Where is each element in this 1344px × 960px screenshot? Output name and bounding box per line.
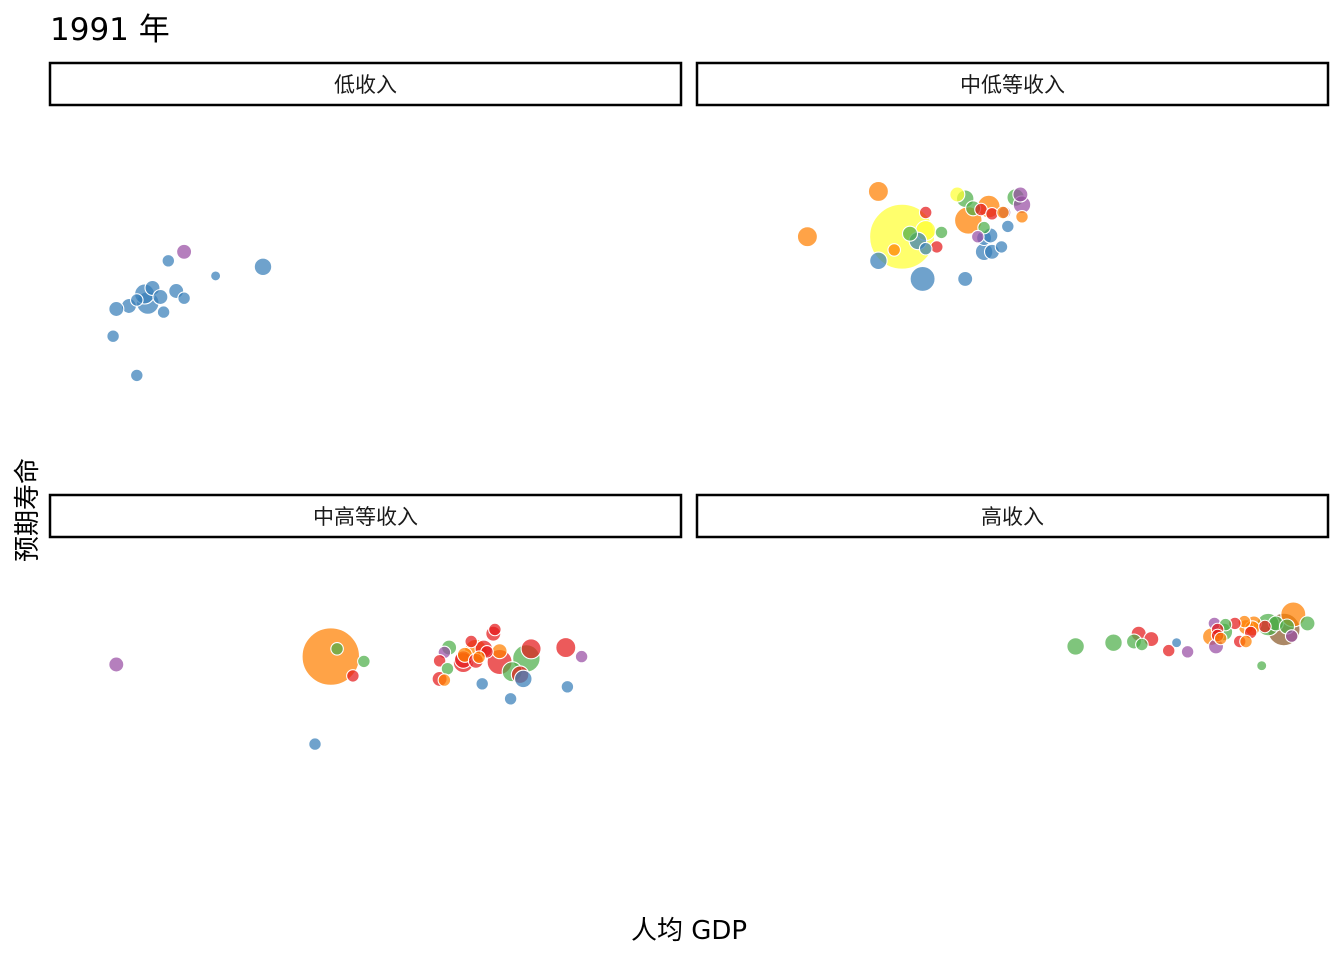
- strip-label-low-income: 低收入: [334, 73, 397, 97]
- data-point: [520, 638, 542, 660]
- data-point: [1104, 633, 1123, 653]
- data-point: [503, 691, 518, 706]
- data-point: [796, 226, 818, 248]
- data-point: [1258, 619, 1272, 634]
- data-point: [108, 300, 125, 318]
- points-high-income: [1066, 601, 1316, 672]
- data-point: [1000, 219, 1015, 234]
- data-point: [555, 637, 577, 659]
- data-point: [869, 203, 936, 270]
- data-point: [1161, 643, 1176, 658]
- data-point: [472, 650, 486, 665]
- data-point: [130, 293, 144, 307]
- data-point: [475, 676, 490, 691]
- data-point: [887, 243, 902, 257]
- x-axis-label: 人均 GDP: [631, 916, 747, 946]
- strip-label-high-income: 高收入: [981, 505, 1044, 529]
- data-point: [130, 368, 144, 383]
- data-point: [1256, 660, 1268, 672]
- data-point: [253, 257, 273, 277]
- points-lower-middle-income: [796, 180, 1032, 292]
- data-point: [346, 669, 360, 683]
- data-point: [161, 253, 176, 268]
- data-point: [970, 229, 985, 244]
- data-point: [1012, 186, 1029, 203]
- data-point: [1213, 631, 1228, 646]
- data-point: [330, 641, 344, 656]
- data-point: [108, 656, 125, 673]
- chart-title: 1991 年: [50, 12, 170, 48]
- data-point: [994, 240, 1009, 254]
- data-point: [437, 673, 452, 687]
- data-point: [156, 305, 171, 319]
- data-point: [440, 661, 455, 676]
- panel-upper-middle-income: 中高等收入: [48, 493, 683, 751]
- data-point: [929, 240, 944, 254]
- data-point: [152, 288, 169, 306]
- data-point: [957, 270, 974, 287]
- y-axis-label: 预期寿命: [13, 458, 43, 562]
- strip-low-income: [48, 61, 683, 107]
- data-point: [996, 205, 1010, 220]
- panel-lower-middle-income: 中低等收入: [695, 61, 1330, 292]
- data-point: [918, 241, 933, 256]
- data-point: [909, 265, 936, 292]
- data-point: [901, 225, 919, 242]
- data-point: [464, 634, 479, 649]
- data-point: [106, 329, 120, 344]
- data-point: [918, 205, 933, 220]
- data-point: [210, 270, 222, 282]
- data-point: [869, 251, 888, 271]
- strip-label-lower-middle-income: 中低等收入: [960, 73, 1065, 97]
- data-point: [1066, 637, 1085, 656]
- panel-high-income: 高收入: [695, 493, 1330, 672]
- data-point: [308, 737, 322, 751]
- points-low-income: [106, 243, 273, 383]
- data-point: [574, 649, 589, 664]
- data-point: [934, 225, 949, 240]
- data-point: [867, 180, 889, 202]
- data-point: [1284, 629, 1299, 643]
- data-point: [176, 243, 193, 260]
- points-upper-middle-income: [108, 622, 589, 751]
- data-point: [949, 186, 966, 203]
- strip-lower-middle-income: [695, 61, 1330, 107]
- data-point: [488, 622, 502, 637]
- strip-label-upper-middle-income: 中高等收入: [313, 505, 418, 529]
- strip-upper-middle-income: [48, 493, 683, 539]
- data-point: [1015, 210, 1029, 224]
- data-point: [1239, 634, 1253, 649]
- panel-low-income: 低收入: [48, 61, 683, 383]
- data-point: [177, 291, 191, 306]
- data-point: [1299, 615, 1316, 632]
- data-point: [1171, 637, 1183, 649]
- data-point: [491, 643, 508, 660]
- data-point: [513, 669, 533, 689]
- data-point: [1135, 637, 1149, 652]
- data-point: [560, 679, 575, 694]
- data-point: [357, 654, 371, 669]
- strip-high-income: [695, 493, 1330, 539]
- data-point: [1180, 644, 1195, 659]
